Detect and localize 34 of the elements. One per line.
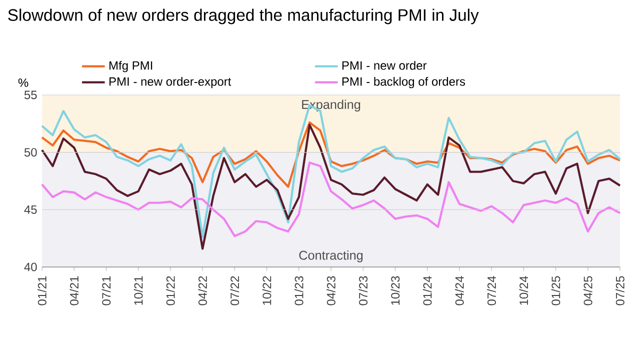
legend-label: PMI - new order	[342, 60, 427, 70]
y-tick-label: 45	[24, 205, 37, 214]
x-tick-label: 04/25	[583, 276, 592, 306]
x-tick-label: 07/25	[616, 276, 624, 306]
line-series	[40, 162, 622, 238]
y-tick-label: 55	[24, 90, 37, 100]
x-tick-label: 04/23	[326, 276, 336, 306]
legend-label: Mfg PMI	[110, 60, 152, 72]
x-tick-label: 07/22	[230, 276, 240, 306]
band-label: Contracting	[299, 250, 363, 262]
band-label: Expanding	[302, 100, 360, 112]
x-tick-label: 01/24	[422, 276, 432, 306]
x-tick-label: 10/22	[262, 276, 272, 305]
chart-title: Slowdown of new orders dragged the manufacturing PMI in July	[8, 8, 479, 24]
x-tick-label: 10/23	[390, 276, 400, 305]
line-series	[40, 121, 622, 188]
x-tick-label: 01/21	[38, 276, 46, 306]
x-tick-label: 01/25	[551, 276, 560, 306]
x-tick-label: 10/24	[519, 276, 528, 305]
x-tick-label: 04/22	[198, 276, 207, 306]
y-tick-label: 50	[24, 148, 37, 157]
x-tick-label: 07/24	[487, 276, 496, 306]
y-tick-label: 40	[24, 262, 37, 272]
x-tick-label: 07/21	[102, 276, 111, 306]
x-tick-label: 01/23	[294, 276, 304, 306]
y-axis-title: %	[18, 78, 28, 87]
x-tick-label: 01/22	[166, 276, 175, 306]
x-tick-label: 04/24	[455, 276, 464, 306]
legend-label: PMI - backlog of orders	[342, 76, 466, 88]
line-series	[40, 124, 622, 250]
x-tick-label: 04/21	[70, 276, 79, 306]
x-tick-label: 07/23	[358, 276, 368, 306]
x-tick-label: 10/21	[134, 276, 143, 305]
legend-label: PMI - new order-export	[110, 76, 232, 88]
